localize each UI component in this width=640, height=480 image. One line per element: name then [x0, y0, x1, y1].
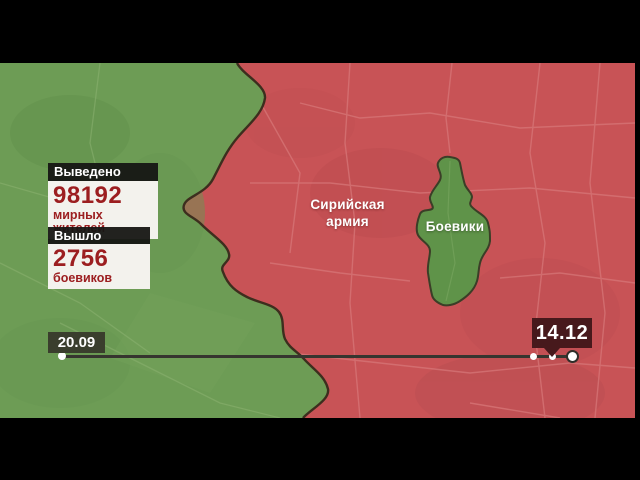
- letterbox-top: [0, 0, 640, 63]
- timeline-current-marker-icon: [566, 350, 579, 363]
- street-lines: [250, 63, 635, 418]
- stat-value-evacuated: 98192: [53, 182, 123, 209]
- stat-header-left-militants: Вышло: [48, 227, 150, 244]
- stat-body-left-militants: 2756 боевиков: [48, 244, 150, 289]
- stat-caption-left-militants: боевиков: [53, 271, 113, 285]
- timeline-marker-dot-icon: [530, 353, 537, 360]
- stat-box-left-militants: Вышло 2756 боевиков: [48, 227, 150, 289]
- enclave-road: [445, 160, 456, 302]
- timeline-track: [62, 355, 573, 358]
- zone-label-syrian-army: Сирийская армия: [300, 196, 395, 230]
- zone-label-militants: Боевики: [425, 219, 485, 234]
- stat-header-evacuated: Выведено: [48, 163, 158, 181]
- zone-label-syrian-army-line2: армия: [326, 214, 369, 229]
- stat-value-left-militants: 2756: [53, 245, 109, 272]
- frontline-map: [0, 63, 635, 418]
- timeline-end-badge-pointer: [544, 348, 560, 357]
- letterbox-bottom: [0, 418, 640, 480]
- timeline-start-dot-icon: [58, 352, 66, 360]
- enclave-shape: [415, 155, 492, 307]
- map-viewport: Сирийская армия Боевики: [0, 63, 635, 418]
- zone-label-syrian-army-line1: Сирийская: [310, 197, 385, 212]
- timeline-start-date-badge: 20.09: [48, 332, 105, 353]
- timeline-end-date-badge: 14.12: [532, 318, 592, 348]
